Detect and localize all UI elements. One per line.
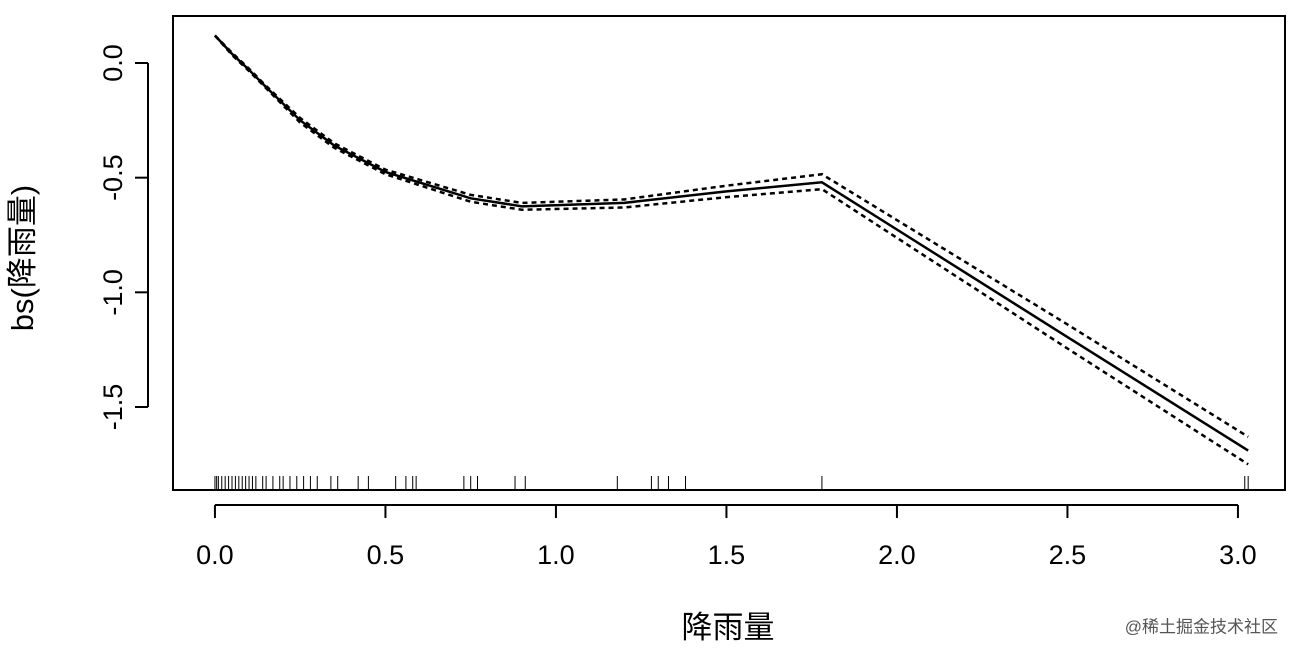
x-tick-label: 2.0 bbox=[878, 540, 916, 570]
y-tick-label: -0.5 bbox=[98, 154, 128, 201]
x-tick-label: 1.0 bbox=[537, 540, 575, 570]
confidence-band bbox=[214, 34, 1249, 438]
y-tick-label: -1.5 bbox=[98, 384, 128, 431]
confidence-band bbox=[214, 34, 1249, 466]
x-tick-label: 0.0 bbox=[196, 540, 234, 570]
watermark: @稀土掘金技术社区 bbox=[1125, 617, 1278, 636]
x-tick-label: 0.5 bbox=[367, 540, 405, 570]
fit-line bbox=[214, 34, 1249, 452]
y-axis-label: bs(降雨量) bbox=[5, 185, 40, 331]
y-tick-label: 0.0 bbox=[98, 44, 128, 82]
x-axis-label: 降雨量 bbox=[682, 610, 775, 645]
x-tick-label: 3.0 bbox=[1219, 540, 1257, 570]
x-tick-label: 2.5 bbox=[1049, 540, 1087, 570]
x-tick-label: 1.5 bbox=[708, 540, 746, 570]
y-tick-label: -1.0 bbox=[98, 269, 128, 316]
plot-frame bbox=[172, 15, 1286, 491]
